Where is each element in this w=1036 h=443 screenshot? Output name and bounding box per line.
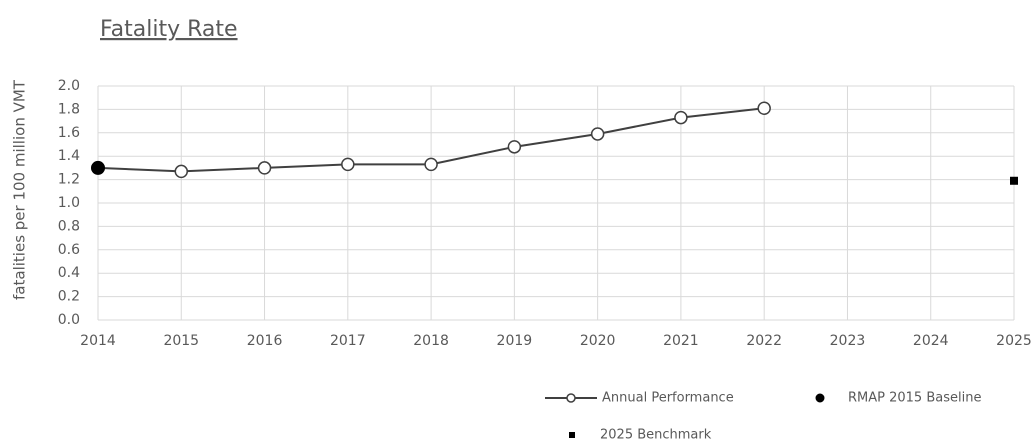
y-tick-label: 0.4 [58, 265, 80, 281]
y-tick-label: 1.0 [58, 195, 80, 211]
legend-label: RMAP 2015 Baseline [848, 391, 981, 406]
legend-marker [566, 393, 576, 403]
data-point [91, 160, 105, 175]
y-tick-label: 0.2 [58, 289, 80, 305]
x-tick-label: 2015 [163, 333, 199, 349]
y-axis-label: fatalities per 100 million VMT [11, 79, 29, 300]
data-point [590, 127, 605, 141]
data-point [174, 164, 189, 179]
x-tick-label: 2018 [413, 333, 449, 349]
x-tick-label: 2014 [80, 333, 116, 349]
y-tick-label: 1.6 [58, 125, 80, 141]
legend-label: 2025 Benchmark [600, 428, 712, 443]
data-point [257, 161, 272, 175]
x-tick-label: 2023 [830, 333, 866, 349]
x-tick-label: 2017 [330, 333, 366, 349]
y-tick-label: 0.6 [58, 242, 80, 258]
data-point [1010, 176, 1018, 185]
chart-title: Fatality Rate [100, 17, 238, 42]
data-point [341, 157, 355, 172]
x-tick-label: 2021 [663, 333, 699, 349]
x-tick-label: 2025 [996, 333, 1032, 349]
data-point [674, 110, 688, 125]
legend-marker [815, 393, 825, 403]
x-tick-label: 2019 [497, 333, 533, 349]
data-point [507, 140, 522, 154]
legend-label: Annual Performance [602, 391, 734, 406]
x-tick-label: 2024 [913, 333, 949, 349]
y-tick-label: 2.0 [58, 78, 80, 94]
x-tick-label: 2022 [746, 333, 782, 349]
x-tick-label: 2016 [247, 333, 283, 349]
y-tick-label: 1.4 [58, 148, 80, 164]
x-tick-label: 2020 [580, 333, 616, 349]
y-tick-label: 1.8 [58, 101, 80, 117]
y-tick-label: 0.0 [58, 312, 80, 328]
data-point [757, 101, 771, 115]
legend-marker [569, 432, 575, 438]
data-point [424, 157, 438, 172]
y-tick-label: 0.8 [58, 218, 80, 234]
y-tick-label: 1.2 [58, 172, 80, 188]
